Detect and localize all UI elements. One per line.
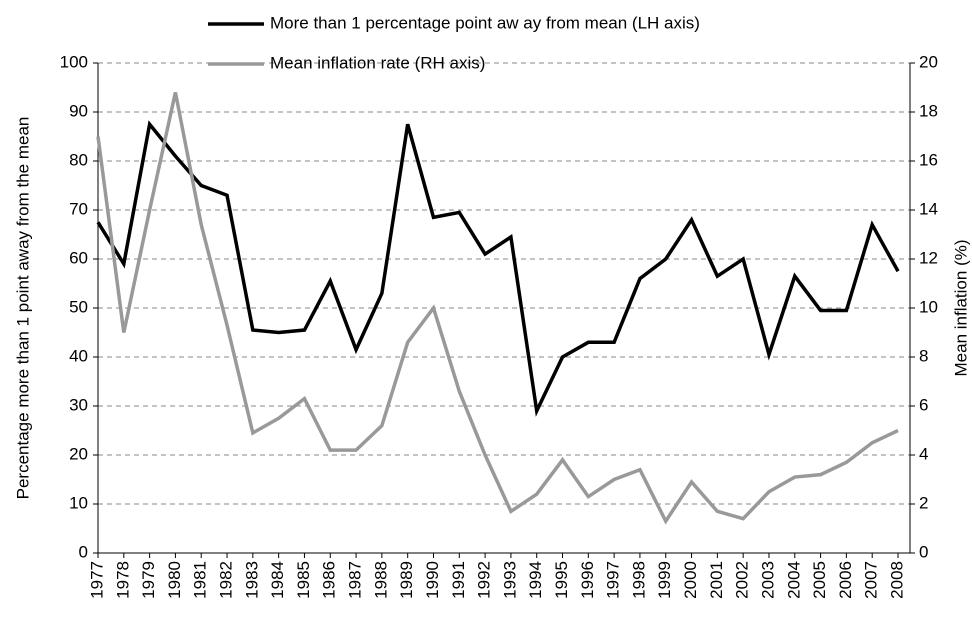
y-tick-label: 60 bbox=[69, 248, 88, 267]
y2-tick-label: 16 bbox=[919, 150, 938, 169]
x-tick-label: 2006 bbox=[836, 561, 855, 599]
x-tick-label: 1986 bbox=[320, 561, 339, 599]
x-tick-label: 1985 bbox=[294, 561, 313, 599]
x-tick-label: 1980 bbox=[165, 561, 184, 599]
x-tick-label: 2005 bbox=[810, 561, 829, 599]
x-tick-label: 1984 bbox=[268, 561, 287, 599]
x-tick-label: 1989 bbox=[397, 561, 416, 599]
y-tick-label: 10 bbox=[69, 493, 88, 512]
x-tick-label: 2008 bbox=[887, 561, 906, 599]
x-tick-label: 1998 bbox=[629, 561, 648, 599]
x-tick-label: 1979 bbox=[139, 561, 158, 599]
x-tick-label: 1999 bbox=[655, 561, 674, 599]
y2-axis-label: Mean inflation (%) bbox=[951, 239, 970, 376]
x-tick-label: 1997 bbox=[604, 561, 623, 599]
x-tick-label: 1977 bbox=[87, 561, 106, 599]
x-tick-label: 1978 bbox=[113, 561, 132, 599]
x-tick-label: 2007 bbox=[862, 561, 881, 599]
y-tick-label: 100 bbox=[60, 52, 88, 71]
y2-tick-label: 0 bbox=[919, 542, 928, 561]
y-tick-label: 40 bbox=[69, 346, 88, 365]
legend-label: Mean inflation rate (RH axis) bbox=[270, 53, 485, 72]
y-tick-label: 20 bbox=[69, 444, 88, 463]
y2-tick-label: 20 bbox=[919, 52, 938, 71]
y2-tick-label: 10 bbox=[919, 297, 938, 316]
x-tick-label: 1988 bbox=[371, 561, 390, 599]
y2-tick-label: 14 bbox=[919, 199, 938, 218]
y-tick-label: 30 bbox=[69, 395, 88, 414]
y-tick-label: 70 bbox=[69, 199, 88, 218]
x-tick-label: 1995 bbox=[552, 561, 571, 599]
y2-tick-label: 2 bbox=[919, 493, 928, 512]
y-tick-label: 80 bbox=[69, 150, 88, 169]
x-tick-label: 1981 bbox=[191, 561, 210, 599]
y2-tick-label: 18 bbox=[919, 101, 938, 120]
series-line bbox=[96, 92, 899, 525]
x-tick-label: 2000 bbox=[681, 561, 700, 599]
legend-label: More than 1 percentage point aw ay from … bbox=[270, 13, 700, 32]
y-tick-label: 0 bbox=[79, 542, 88, 561]
x-tick-label: 1983 bbox=[242, 561, 261, 599]
x-tick-label: 1990 bbox=[423, 561, 442, 599]
x-tick-label: 2003 bbox=[758, 561, 777, 599]
x-tick-label: 1982 bbox=[217, 561, 236, 599]
x-tick-label: 1987 bbox=[346, 561, 365, 599]
y2-tick-label: 6 bbox=[919, 395, 928, 414]
series-line bbox=[96, 120, 900, 417]
y2-tick-label: 12 bbox=[919, 248, 938, 267]
x-tick-label: 1996 bbox=[578, 561, 597, 599]
x-tick-label: 1991 bbox=[449, 561, 468, 599]
y2-tick-label: 8 bbox=[919, 346, 928, 365]
y2-tick-label: 4 bbox=[919, 444, 928, 463]
x-tick-label: 1992 bbox=[475, 561, 494, 599]
y-tick-label: 50 bbox=[69, 297, 88, 316]
y-tick-label: 90 bbox=[69, 101, 88, 120]
x-tick-label: 2001 bbox=[707, 561, 726, 599]
x-tick-label: 1993 bbox=[500, 561, 519, 599]
x-tick-label: 1994 bbox=[526, 561, 545, 599]
x-tick-label: 2004 bbox=[784, 561, 803, 599]
x-tick-label: 2002 bbox=[733, 561, 752, 599]
y-axis-label: Percentage more than 1 point away from t… bbox=[13, 117, 32, 500]
